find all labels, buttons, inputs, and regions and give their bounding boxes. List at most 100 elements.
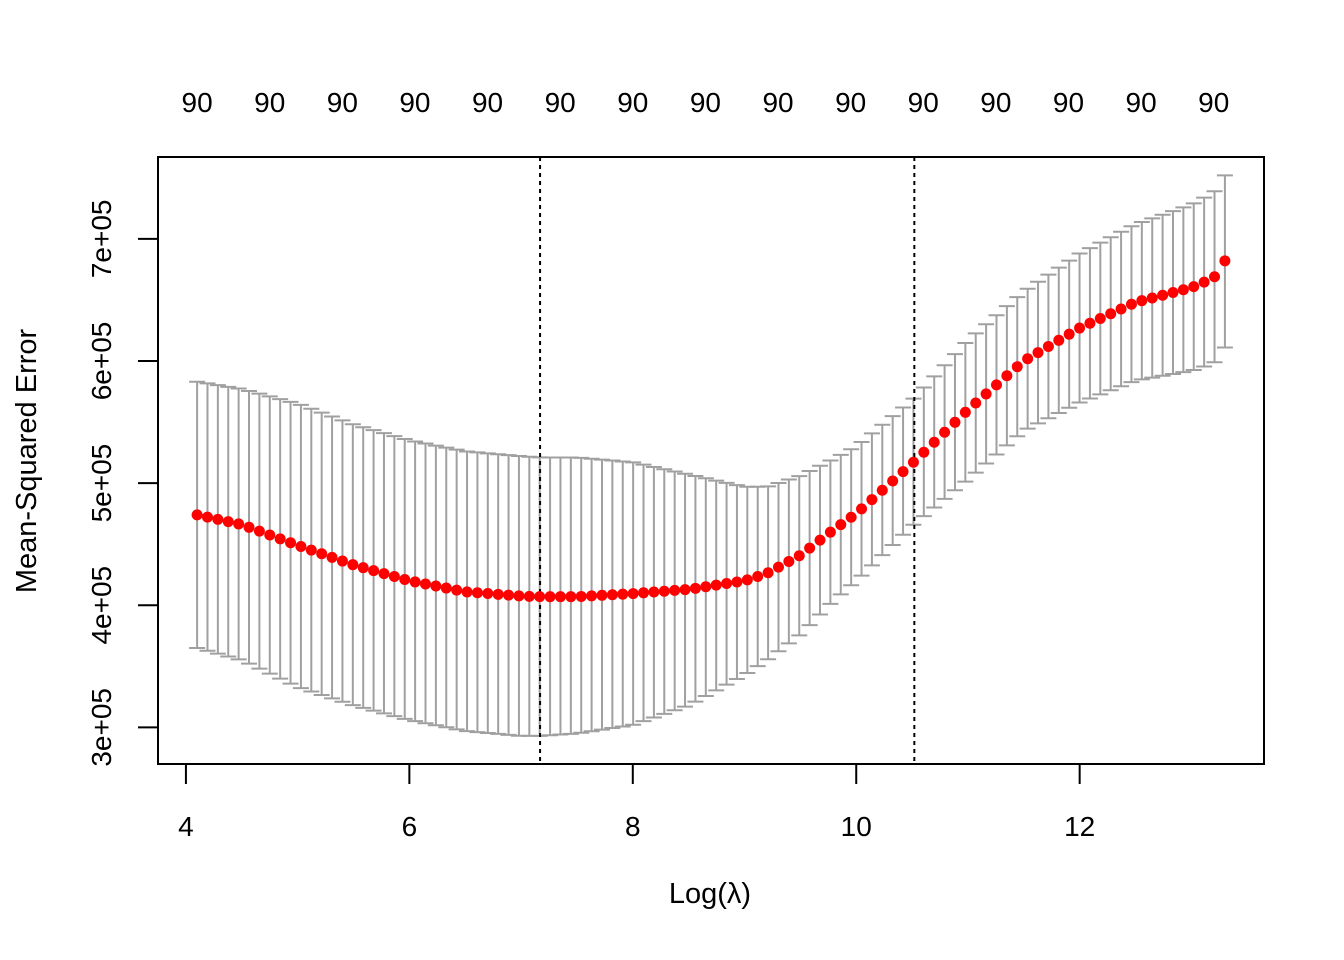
data-point <box>482 588 494 600</box>
data-point <box>347 559 359 571</box>
data-point <box>679 584 691 596</box>
x-tick-label: 4 <box>178 811 194 842</box>
top-axis-label: 90 <box>762 87 793 118</box>
data-point <box>243 521 255 533</box>
top-axis-label: 90 <box>472 87 503 118</box>
data-point <box>1115 303 1127 315</box>
data-point <box>856 503 868 515</box>
data-point <box>710 579 722 591</box>
top-axis-label: 90 <box>690 87 721 118</box>
data-point <box>793 550 805 562</box>
data-point <box>305 544 317 556</box>
data-point <box>939 426 951 438</box>
data-point <box>378 568 390 580</box>
top-axis-label: 90 <box>1198 87 1229 118</box>
y-tick-label: 6e+05 <box>86 322 117 401</box>
data-point <box>451 584 463 596</box>
data-point <box>586 590 598 602</box>
x-tick-label: 12 <box>1064 811 1095 842</box>
top-axis-label: 90 <box>1126 87 1157 118</box>
data-point <box>804 542 816 554</box>
data-point <box>824 526 836 538</box>
data-point <box>669 584 681 596</box>
vertical-reference-lines <box>539 157 916 764</box>
data-point <box>274 533 286 545</box>
y-tick-label: 7e+05 <box>86 200 117 279</box>
data-point <box>887 475 899 487</box>
data-point <box>409 576 421 588</box>
data-point <box>772 561 784 573</box>
top-axis-label: 90 <box>980 87 1011 118</box>
error-bars <box>189 174 1233 737</box>
data-point <box>492 588 504 600</box>
y-axis-title: Mean-Squared Error <box>11 328 43 593</box>
data-point <box>285 537 297 549</box>
data-point <box>1011 361 1023 373</box>
data-point <box>638 587 650 599</box>
data-point <box>430 580 442 592</box>
data-point <box>399 573 411 585</box>
data-point <box>928 436 940 448</box>
x-tick-label: 10 <box>841 811 872 842</box>
top-axis-label: 90 <box>182 87 213 118</box>
data-point <box>1177 284 1189 296</box>
data-point <box>1157 289 1169 301</box>
top-axis-label: 90 <box>399 87 430 118</box>
data-point <box>918 446 930 458</box>
top-axis-label: 90 <box>908 87 939 118</box>
data-point <box>752 570 764 582</box>
data-point <box>534 591 546 603</box>
data-point <box>731 576 743 588</box>
data-point <box>233 518 245 530</box>
data-point <box>575 590 587 602</box>
data-point <box>1084 317 1096 329</box>
data-point <box>721 578 733 590</box>
data-point <box>326 551 338 563</box>
data-point <box>554 591 566 603</box>
data-point <box>503 589 515 601</box>
data-point <box>1094 313 1106 325</box>
data-point <box>471 587 483 599</box>
data-point <box>1042 340 1054 352</box>
data-point <box>201 511 213 523</box>
mean-points <box>191 255 1231 603</box>
y-tick-label: 4e+05 <box>86 566 117 645</box>
data-point <box>191 509 203 521</box>
y-tick-label: 5e+05 <box>86 444 117 523</box>
data-point <box>316 548 328 560</box>
data-point <box>523 590 535 602</box>
data-point <box>1219 255 1231 267</box>
data-point <box>388 571 400 583</box>
data-point <box>959 406 971 418</box>
data-point <box>897 466 909 478</box>
x-axis: 4 6 8 10 12 <box>178 763 1095 842</box>
data-point <box>1198 276 1210 288</box>
x-tick-label: 8 <box>625 811 641 842</box>
data-point <box>866 494 878 506</box>
data-point <box>544 591 556 603</box>
data-point <box>762 567 774 579</box>
top-axis-label: 90 <box>327 87 358 118</box>
data-point <box>461 586 473 598</box>
data-point <box>627 588 639 600</box>
x-tick-label: 6 <box>402 811 418 842</box>
data-point <box>264 529 276 541</box>
data-point <box>1074 322 1086 334</box>
data-point <box>658 585 670 597</box>
data-point <box>1063 328 1075 340</box>
data-point <box>565 591 577 603</box>
data-point <box>907 456 919 468</box>
data-point <box>357 562 369 574</box>
data-point <box>1053 334 1065 346</box>
data-point <box>783 555 795 567</box>
data-point <box>295 541 307 553</box>
data-point <box>420 578 432 590</box>
data-point <box>1209 271 1221 283</box>
top-axis-label: 90 <box>254 87 285 118</box>
data-point <box>1167 287 1179 299</box>
data-point <box>1146 292 1158 304</box>
data-point <box>222 516 234 528</box>
data-point <box>212 513 224 525</box>
data-point <box>689 582 701 594</box>
